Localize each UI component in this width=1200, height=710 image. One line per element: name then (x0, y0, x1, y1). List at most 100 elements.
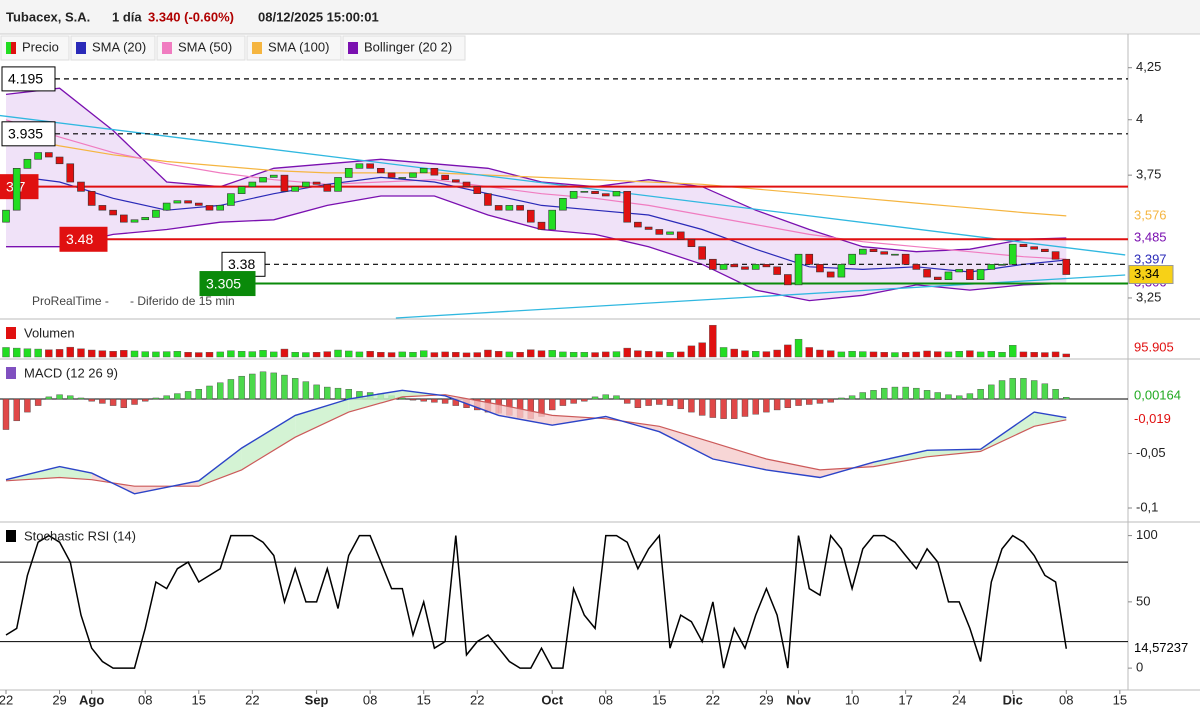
legend-label: Bollinger (20 2) (364, 39, 452, 54)
volume-bar (976, 351, 985, 358)
candle (933, 276, 942, 280)
volume-bar (141, 351, 149, 358)
candle (623, 191, 631, 223)
histogram-bar (174, 393, 181, 400)
candle (644, 226, 653, 230)
candle (98, 205, 107, 211)
histogram-bar (688, 398, 695, 413)
histogram-bar (334, 387, 342, 400)
volume-bar (152, 351, 160, 358)
candle (12, 168, 21, 211)
histogram-bar (709, 398, 717, 418)
volume-bar (109, 351, 117, 358)
volume-bar (602, 351, 610, 358)
volume-bar (901, 352, 910, 358)
volume-bar (505, 351, 514, 358)
histogram-bar (163, 395, 170, 400)
candle (377, 168, 385, 174)
macd-fill (766, 459, 820, 478)
histogram-bar (795, 398, 802, 406)
candle (269, 174, 278, 178)
price-label: 95.905 (1134, 339, 1174, 354)
x-tick-label: 17 (898, 692, 912, 707)
volume-bar (398, 351, 406, 358)
volume-bar (345, 350, 353, 358)
x-tick-label: 22 (470, 692, 484, 707)
price-label: 3,397 (1134, 251, 1167, 266)
candle (559, 198, 567, 211)
histogram-bar (120, 398, 128, 408)
candle (666, 231, 674, 235)
volume-bar (891, 352, 899, 358)
volume-bar (987, 351, 996, 358)
candle (387, 172, 396, 178)
histogram-bar (109, 398, 117, 406)
candle (944, 271, 953, 280)
volume-bar (687, 345, 696, 358)
candle (912, 263, 921, 270)
volume-bar (537, 350, 546, 358)
volume-bar (955, 351, 963, 358)
histogram-bar (1041, 383, 1049, 400)
volume-bar (87, 349, 96, 358)
volume-bar (634, 350, 642, 358)
candle (891, 253, 899, 256)
y-tick-label: 0 (1136, 660, 1143, 675)
candle (323, 184, 332, 192)
candle (687, 238, 696, 248)
histogram-bar (870, 390, 877, 400)
volume-bar (2, 347, 10, 358)
trendline (395, 274, 1126, 319)
volume-bar (66, 346, 74, 358)
histogram-bar (56, 394, 63, 400)
histogram-bar (409, 398, 417, 401)
histogram-bar (131, 398, 138, 405)
level-label: 3.48 (66, 231, 93, 247)
panel-swatch (6, 367, 16, 379)
candle (184, 200, 192, 204)
volume-bar (45, 349, 53, 358)
histogram-bar (441, 398, 449, 404)
x-tick-label: 22 (706, 692, 720, 707)
candle (55, 156, 64, 165)
histogram-bar (142, 398, 149, 402)
candle (430, 168, 439, 176)
candle (1051, 251, 1060, 260)
histogram-bar (13, 398, 20, 422)
x-tick-label: 24 (952, 692, 966, 707)
histogram-bar (998, 380, 1006, 400)
watermark: - Diferido de 15 min (130, 294, 235, 308)
macd-fill (348, 390, 403, 413)
candle (569, 191, 578, 199)
y-tick-label: -0,1 (1136, 499, 1158, 514)
level-label: 4.195 (8, 71, 43, 87)
histogram-bar (1009, 378, 1016, 400)
legend-item (342, 35, 466, 61)
histogram-bar (859, 392, 866, 400)
volume-bar (612, 351, 621, 358)
x-tick-label: 08 (599, 692, 613, 707)
histogram-bar (184, 391, 192, 400)
volume-bar (752, 351, 760, 358)
x-tick-label: 15 (652, 692, 666, 707)
y-tick-label: -0,05 (1136, 445, 1166, 460)
candle (87, 191, 96, 206)
histogram-bar (1020, 378, 1027, 400)
histogram-bar (1030, 380, 1038, 400)
candle (344, 168, 353, 178)
volume-bar (409, 352, 417, 358)
candle (966, 269, 974, 280)
histogram-bar (741, 398, 749, 417)
candle (762, 263, 771, 268)
volume-bar (559, 351, 567, 358)
histogram-bar (591, 396, 599, 400)
trendline (0, 114, 1126, 256)
candle (837, 263, 846, 278)
volume-bar (323, 351, 331, 358)
candle (66, 163, 75, 183)
histogram-bar (291, 378, 299, 400)
histogram-bar (955, 395, 963, 400)
volume-bar (666, 352, 674, 358)
volume-bar (195, 352, 203, 358)
price-label: 3,576 (1134, 207, 1167, 222)
